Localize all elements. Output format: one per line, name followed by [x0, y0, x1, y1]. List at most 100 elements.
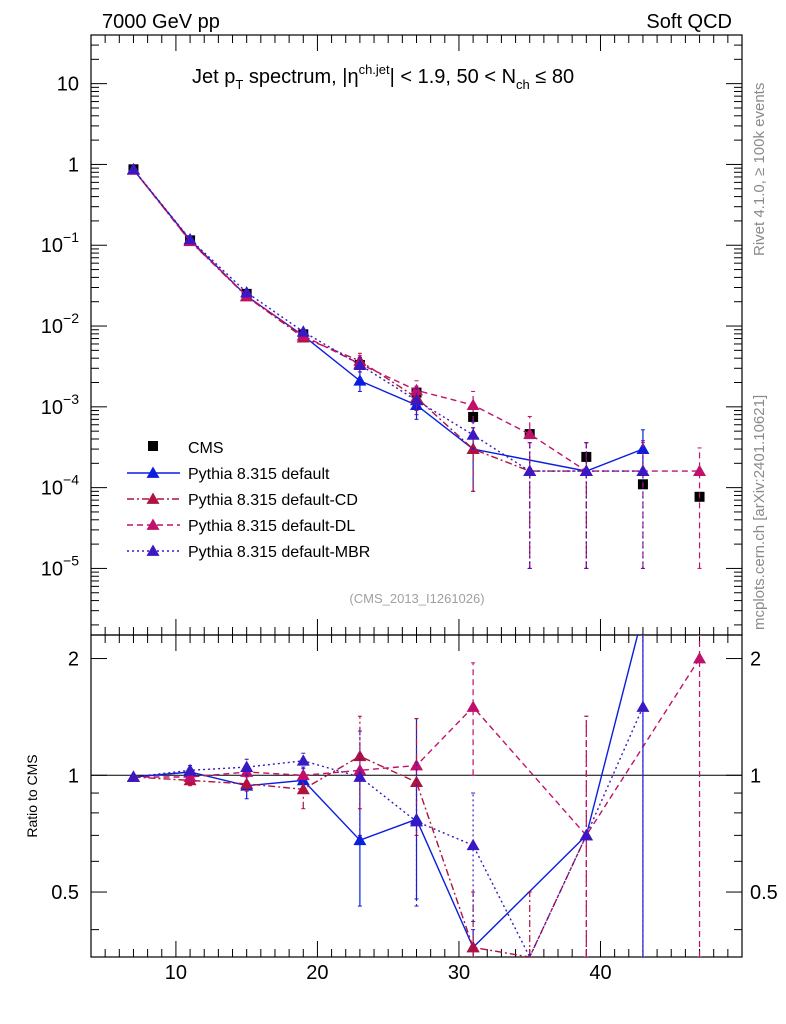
- series-4-main-point: [636, 464, 650, 477]
- y-tick-exp: −4: [63, 472, 79, 488]
- series-2-ratio-point: [353, 749, 367, 762]
- series-2-main-line: [132, 169, 587, 472]
- y-tick-exp: −2: [63, 310, 79, 326]
- x-tick-label: 20: [306, 962, 328, 984]
- series-4-main-point: [183, 232, 197, 245]
- series-3-ratio-line: [133, 658, 701, 837]
- series-1-main-point: [353, 374, 367, 386]
- legend-entry: Pythia 8.315 default-MBR: [127, 544, 370, 561]
- x-axis: 10 20 30 40: [104, 35, 729, 984]
- ratio-series: [126, 608, 707, 957]
- title-pt-sub: T: [235, 77, 243, 92]
- mcplots-label: mcplots.cern.ch [arXiv:2401.10621]: [751, 395, 768, 630]
- legend-entry: Pythia 8.315 default: [127, 466, 330, 483]
- series-3-ratio-point: [466, 700, 480, 712]
- series-4-main-point: [296, 325, 310, 337]
- series-2-ratio-point: [410, 775, 423, 788]
- legend-label: Pythia 8.315 default: [188, 466, 330, 483]
- title-end: ≤ 80: [530, 66, 574, 88]
- legend-label: Pythia 8.315 default-MBR: [188, 544, 370, 561]
- legend-label: CMS: [188, 440, 224, 457]
- y-tick-base: 10: [41, 558, 63, 580]
- chart-title: Jet pT spectrum, |ηch.jet| < 1.9, 50 < N…: [192, 62, 574, 92]
- y-tick-base: 10: [41, 397, 63, 419]
- y-tick-label: 10−4: [41, 472, 79, 500]
- title-mid: spectrum, |: [243, 66, 347, 88]
- title-post: | < 1.9, 50 < N: [390, 66, 516, 88]
- title-eta-sup: ch.jet: [359, 62, 390, 77]
- series-4-ratio-point: [240, 760, 254, 772]
- rivet-label: Rivet 4.1.0, ≥ 100k events: [751, 83, 768, 256]
- energy-label: 7000 GeV pp: [102, 11, 220, 33]
- y-tick-label: 10−5: [41, 552, 79, 580]
- ratio-y-tick-label-right: 2: [750, 649, 761, 671]
- series-2-ratio-point: [240, 777, 254, 789]
- ratio-axes: 0.5 0.5 1 1 2 2: [51, 649, 778, 931]
- series-4-ratio-line: [133, 706, 644, 957]
- ratio-y-tick-label-left: 0.5: [51, 882, 79, 904]
- ratio-y-tick-label-left: 2: [68, 649, 79, 671]
- series-4-main-point: [126, 162, 140, 175]
- series-4-main-point: [410, 393, 423, 406]
- legend: CMS Pythia 8.315 default Pythia 8.315 defa…: [127, 440, 370, 561]
- y-tick-label: 10: [57, 74, 79, 96]
- series-4-main-point: [240, 286, 254, 298]
- series-4-ratio-point: [353, 770, 367, 782]
- series-1-ratio-point: [636, 608, 649, 619]
- series-3-ratio-point: [296, 768, 310, 781]
- series-4-ratio-point: [579, 828, 593, 841]
- title-pre: Jet p: [192, 66, 235, 88]
- series-4-main-point: [466, 428, 480, 440]
- legend-label: Pythia 8.315 default-DL: [188, 518, 355, 535]
- series-4-ratio-point: [466, 838, 480, 851]
- series-4-main-point: [353, 358, 367, 370]
- series-2-ratio-point: [466, 940, 480, 953]
- title-n-sub: ch: [516, 77, 530, 92]
- y-tick-base: 10: [41, 235, 63, 257]
- series-1-ratio-line: [133, 635, 639, 949]
- legend-entry: CMS: [148, 440, 224, 457]
- series-4-ratio-point: [296, 754, 310, 766]
- y-tick-base: 10: [41, 478, 63, 500]
- series-4-main-point: [523, 464, 537, 477]
- series-3-main-point: [693, 464, 707, 477]
- series-4-ratio-point: [126, 770, 140, 782]
- series-1-ratio-point: [353, 833, 367, 846]
- legend-entry: Pythia 8.315 default-DL: [127, 518, 355, 535]
- title-eta: η: [347, 66, 358, 88]
- series-3-ratio-point: [693, 652, 707, 664]
- series-3-main-line: [132, 169, 700, 472]
- ratio-y-tick-label-left: 1: [68, 765, 79, 787]
- y-tick-base: 10: [41, 316, 63, 338]
- series-3-main-point: [523, 427, 537, 439]
- ratio-y-tick-label-right: 1: [750, 765, 761, 787]
- y-tick-label: 1: [68, 154, 79, 176]
- analysis-id: (CMS_2013_I1261026): [349, 591, 484, 606]
- ratio-y-tick-label-right: 0.5: [750, 882, 778, 904]
- series-1-main-line: [132, 169, 644, 472]
- series-4-main-point: [579, 464, 593, 477]
- main-series: [126, 162, 707, 569]
- category-label: Soft QCD: [646, 11, 732, 33]
- y-tick-exp: −5: [63, 552, 79, 568]
- y-tick-label: 10−1: [41, 229, 79, 257]
- ratio-axis-label: Ratio to CMS: [24, 754, 40, 837]
- y-tick-exp: −3: [63, 391, 79, 407]
- legend-marker: [146, 492, 160, 504]
- x-tick-label: 40: [589, 962, 611, 984]
- legend-entry: Pythia 8.315 default-CD: [127, 492, 358, 509]
- y-tick-label: 10−3: [41, 391, 79, 419]
- y-tick-label: 10−2: [41, 310, 79, 338]
- legend-marker: [148, 441, 158, 451]
- legend-marker: [146, 544, 160, 556]
- x-tick-label: 10: [165, 962, 187, 984]
- series-4-ratio-point: [636, 700, 650, 712]
- series-4-ratio-point: [410, 815, 423, 827]
- series-4-ratio-point: [183, 763, 197, 776]
- legend-marker: [146, 466, 160, 478]
- series-3-ratio-point: [183, 770, 197, 782]
- series-4-main-line: [132, 168, 643, 472]
- y-tick-exp: −1: [63, 229, 79, 245]
